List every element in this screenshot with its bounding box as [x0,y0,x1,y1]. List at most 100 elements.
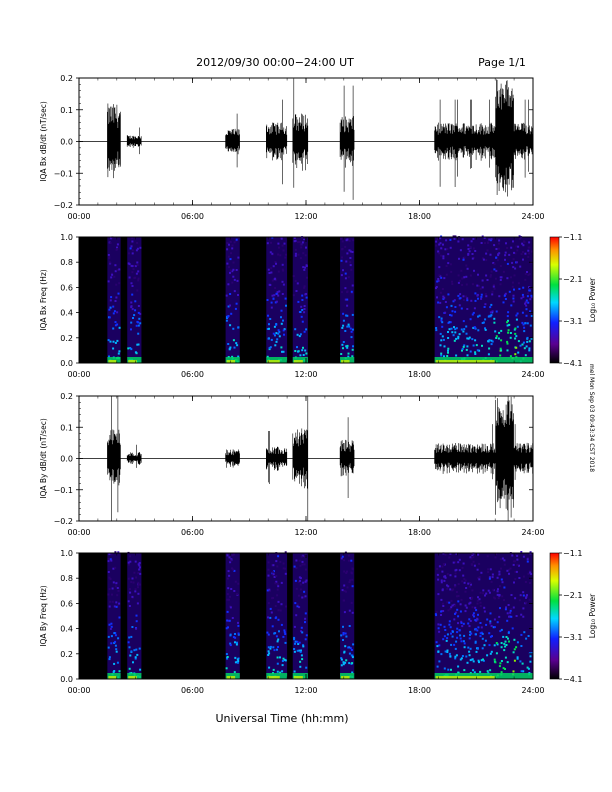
spectrogram-pixel [277,332,280,335]
spectrogram-pixel [305,296,308,299]
spectrogram-pixel [297,581,300,583]
spectrogram-pixel [506,612,509,615]
spectrogram-pixel [446,248,449,250]
x-tick-label: 06:00 [181,212,204,221]
spectrogram-lowfreq-peak [341,676,350,679]
spectrogram-pixel [476,599,479,602]
spectrogram-pixel [268,590,271,592]
spectrogram-pixel [107,593,110,596]
spectrogram-interval [340,237,355,363]
spectrogram-pixel [340,658,343,661]
spectrogram-pixel [282,635,285,638]
spectrogram-pixel [517,351,520,354]
spectrogram-pixel [345,572,348,574]
spectrogram-pixel [298,335,301,338]
spectrogram-pixel [489,274,492,277]
spectrogram-pixel [443,625,446,628]
spectrogram-pixel [470,557,473,560]
spectrogram-lowfreq-peak [267,676,280,679]
spectrogram-pixel [229,346,232,349]
spectrogram-pixel [110,635,113,638]
spectrogram-pixel [298,649,301,652]
spectrogram-pixel [231,355,234,358]
spectrogram-pixel [441,325,444,328]
spectrogram-pixel [489,620,492,623]
spectrogram-pixel [446,584,448,587]
spectrogram-pixel [226,619,229,622]
trace-segment [292,396,309,521]
spectrogram-pixel [229,606,232,609]
spectrogram-pixel [442,297,445,300]
y-axis-label: IQA Bx dB/dt (nT/sec) [39,101,48,182]
spectrogram-pixel [491,635,493,638]
spectrogram-pixel [293,565,296,568]
spectrogram-pixel [296,333,299,336]
spectrogram-pixel [435,641,438,644]
spectrogram-pixel [479,287,482,290]
spectrogram-pixel [474,641,477,644]
colorbar-tick-label: −1.1 [563,233,582,242]
spectrogram-pixel [232,636,235,639]
spectrogram-pixel [303,285,306,288]
spectrogram-pixel [494,556,497,559]
spectrogram-pixel [462,299,465,301]
spectrogram-pixel [476,647,479,650]
spectrogram-pixel [233,241,236,244]
spectrogram-pixel [346,304,349,307]
spectrogram-pixel [226,317,228,319]
spectrogram-pixel [128,636,131,639]
spectrogram-pixel [487,340,490,343]
spectrogram-pixel [477,315,479,318]
spectrogram-pixel [351,348,354,351]
spectrogram-pixel [135,249,138,252]
spectrogram-pixel [476,293,479,296]
spectrogram-pixel [304,638,307,641]
spectrogram-pixel [512,560,515,563]
spectrogram-pixel [346,252,349,255]
spectrogram-interval [266,236,288,363]
spectrogram-pixel [528,340,531,343]
spectrogram-pixel [139,668,142,671]
spectrogram-pixel [498,331,501,334]
spectrogram-pixel [117,589,120,592]
spectrogram-pixel [281,670,284,673]
spectrogram-pixel [296,282,299,285]
spectrogram-pixel [448,321,451,324]
spectrogram-pixel [474,351,477,354]
spectrogram-pixel [515,615,518,617]
spectrogram-pixel [284,633,287,635]
spectrogram-pixel [523,347,526,350]
spectrogram-pixel [275,340,278,343]
spectrogram-pixel [273,325,276,328]
spectrogram-pixel [519,344,522,347]
spectrogram-pixel [508,572,510,575]
spectrogram-pixel [267,616,269,619]
spectrogram-pixel [461,655,464,657]
spectrogram-pixel [352,345,354,348]
spectrogram-fill [292,553,308,679]
spectrogram-pixel [134,351,137,354]
spectrogram-pixel [451,589,454,592]
spectrogram-pixel [274,287,277,289]
spectrogram-pixel [469,318,472,321]
spectrogram-pixel [449,607,452,610]
spectrogram-pixel [518,599,521,602]
y-tick-label: 0.0 [60,675,73,684]
spectrogram-pixel [515,570,518,573]
spectrogram-pixel [509,355,512,358]
spectrogram-pixel [480,295,483,298]
x-tick-label: 24:00 [521,686,544,695]
spectrogram-pixel [109,558,112,561]
spectrogram-pixel [469,350,472,353]
spectrogram-pixel [348,646,351,649]
spectrogram-pixel [479,605,482,607]
spectrogram-pixel [304,621,306,624]
spectrogram-pixel [515,261,518,264]
spectrogram-pixel [463,581,466,584]
spectrogram-pixel [302,346,304,349]
spectrogram-pixel [108,576,111,579]
spectrogram-pixel [466,354,469,357]
spectrogram-pixel [351,284,354,287]
spectrogram-pixel [466,661,469,664]
spectrogram-pixel [351,656,354,659]
